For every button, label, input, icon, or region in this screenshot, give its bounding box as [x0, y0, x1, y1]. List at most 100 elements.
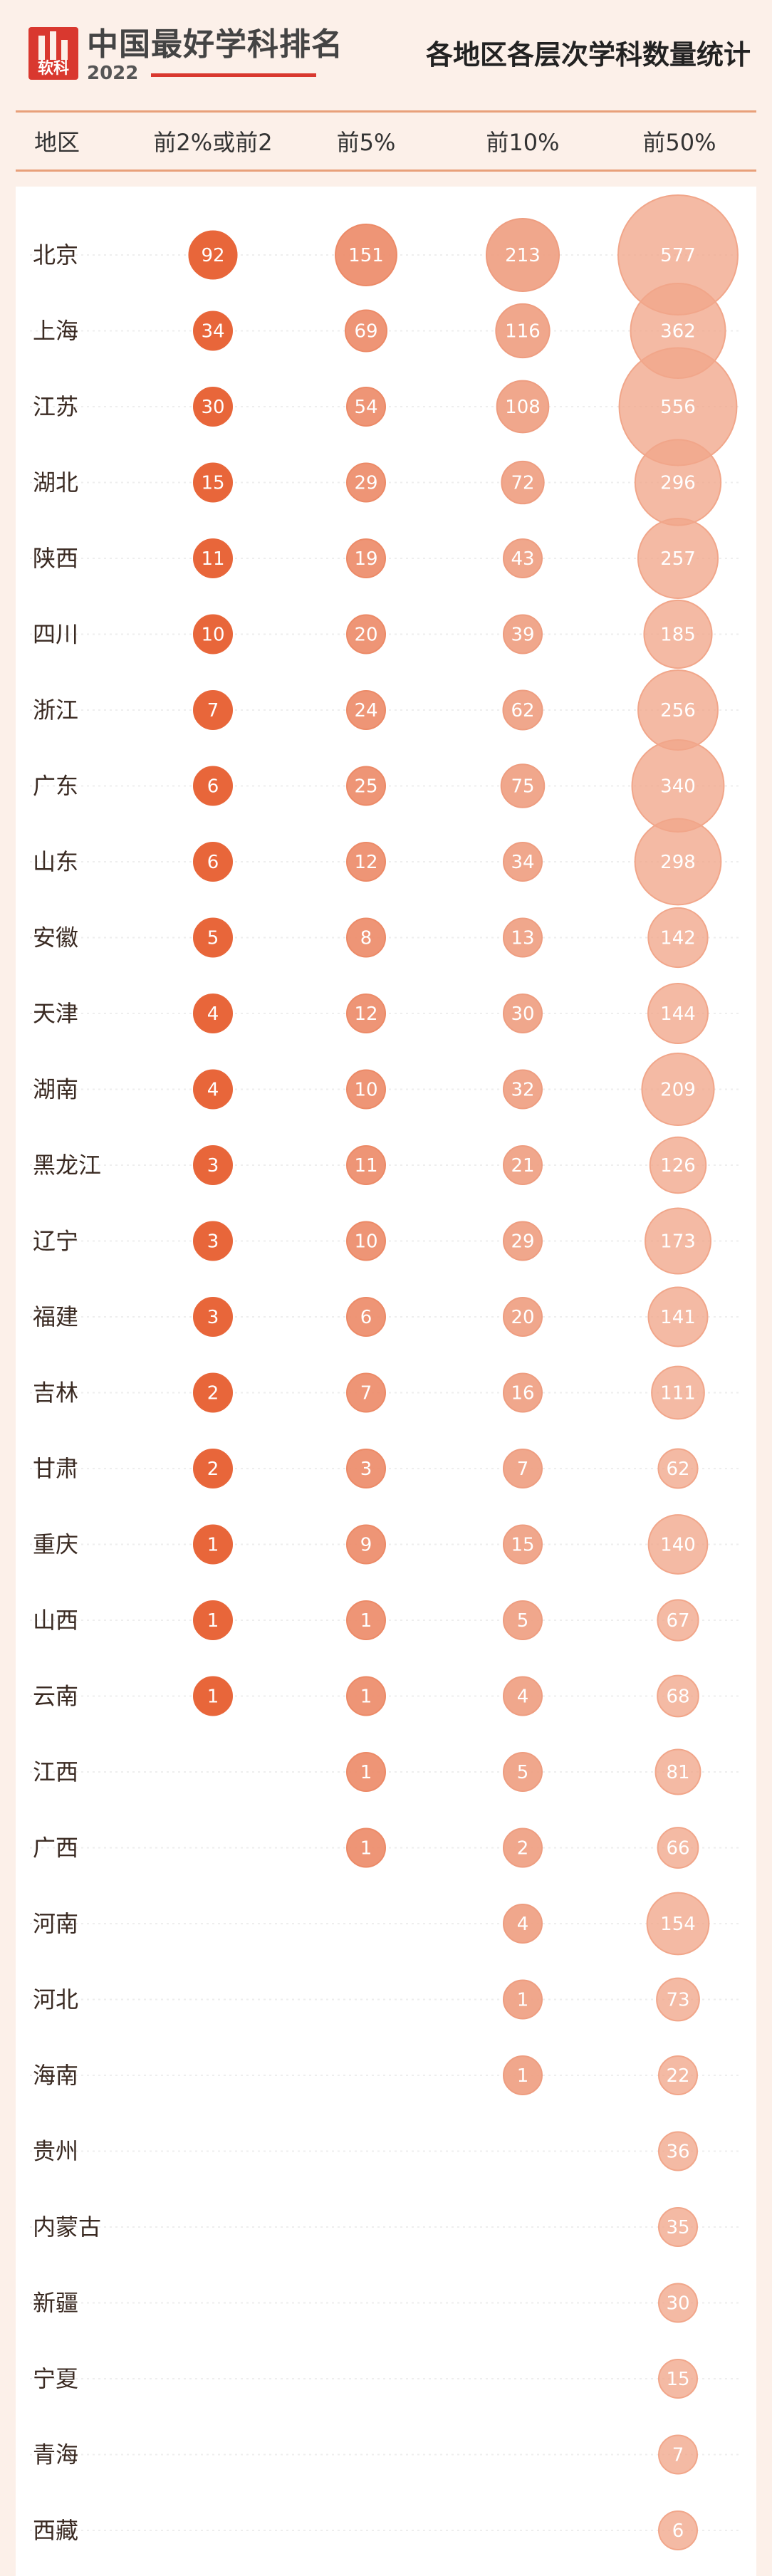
bubble-value-label: 39 — [511, 625, 534, 646]
region-label: 宁夏 — [33, 2365, 78, 2392]
bubble-value-label: 142 — [660, 928, 696, 949]
bubble-value-label: 29 — [511, 1231, 534, 1253]
brand-year: 2022 — [87, 63, 139, 84]
bubble-value-label: 10 — [201, 625, 224, 646]
bubble-top50 — [658, 2359, 698, 2399]
bubble-value-label: 67 — [666, 1610, 689, 1632]
region-label: 河北 — [33, 1986, 78, 2013]
bubble-top2 — [193, 1221, 233, 1261]
bubble-top10 — [503, 1676, 543, 1716]
bubble-top5 — [346, 1145, 386, 1185]
bubble-value-label: 7 — [672, 2445, 684, 2466]
bubble-value-label: 140 — [660, 1535, 696, 1556]
brand-title: 中国最好学科排名 — [87, 26, 343, 63]
bubble-value-label: 116 — [505, 321, 541, 343]
bubble-value-label: 556 — [660, 397, 696, 418]
bubble-top10 — [485, 217, 560, 293]
bubble-top5 — [346, 994, 386, 1033]
bubble-top5 — [346, 766, 386, 806]
header: 软科 中国最好学科排名 2022 各地区各层次学科数量统计 — [0, 0, 772, 107]
bubble-top50 — [649, 1136, 707, 1194]
bubble-top10 — [501, 460, 545, 505]
region-label: 上海 — [33, 318, 78, 345]
bubble-top5 — [346, 1676, 386, 1716]
bubble-top10 — [496, 380, 550, 434]
top-divider — [16, 110, 756, 113]
bubble-value-label: 15 — [511, 1535, 534, 1556]
bubble-value-label: 362 — [660, 321, 696, 343]
bubble-value-label: 12 — [354, 1003, 377, 1025]
bubble-value-label: 7 — [207, 700, 219, 721]
bubble-value-label: 3 — [360, 1459, 372, 1480]
bubble-top10 — [503, 1827, 543, 1868]
bubble-top2 — [193, 538, 233, 578]
bubble-top50 — [657, 1827, 699, 1869]
bubble-value-label: 3 — [207, 1155, 219, 1177]
bubble-top10 — [503, 614, 543, 655]
region-label: 辽宁 — [33, 1228, 78, 1255]
bubble-value-label: 4 — [517, 1686, 529, 1708]
chart-panel: 92 34 30 15 11 10 7 6 6 5 4 4 3 3 3 2 2 1 1 1 151 69 54 29 19 20 2… — [16, 187, 756, 2576]
region-label: 湖北 — [33, 469, 78, 496]
bubble-value-label: 3 — [207, 1231, 219, 1253]
bubble-value-label: 4 — [207, 1003, 219, 1025]
bubble-top10 — [503, 1297, 543, 1337]
bubble-value-label: 29 — [354, 473, 377, 494]
bubble-value-label: 92 — [201, 245, 224, 266]
bubble-top2 — [193, 1676, 233, 1716]
bubble-top50 — [645, 1207, 711, 1275]
bubble-value-label: 11 — [201, 548, 224, 570]
bubble-value-label: 108 — [505, 397, 541, 418]
bubble-value-label: 81 — [666, 1762, 689, 1783]
bubble-value-label: 256 — [660, 700, 696, 721]
bubble-top10 — [503, 1600, 543, 1640]
bubble-value-label: 2 — [517, 1838, 529, 1860]
bubble-top10 — [503, 994, 543, 1033]
bubble-value-label: 1 — [207, 1686, 219, 1708]
bubble-top50 — [656, 1977, 700, 2022]
header-divider — [16, 170, 756, 172]
bubble-top5 — [335, 224, 397, 286]
bubble-top5 — [346, 1069, 386, 1110]
bubble-value-label: 36 — [666, 2142, 689, 2163]
bubble-value-label: 1 — [517, 2065, 529, 2087]
region-label: 云南 — [33, 1683, 78, 1710]
brand-logo-icon — [28, 27, 78, 80]
bubble-value-label: 5 — [207, 928, 219, 949]
bubble-value-label: 1 — [360, 1686, 372, 1708]
bubble-top10 — [503, 1069, 543, 1110]
bubble-value-label: 15 — [201, 473, 224, 494]
bubble-chart: 9234301511107665443332211115169542919202… — [30, 194, 742, 2550]
bubble-value-label: 6 — [207, 776, 219, 798]
bubble-value-label: 13 — [511, 928, 534, 949]
column-header-top2: 前2%或前2 — [153, 129, 273, 156]
bubble-value-label: 296 — [660, 473, 696, 494]
bubble-value-label: 20 — [511, 1307, 534, 1328]
bubble-value-label: 7 — [360, 1383, 372, 1404]
bubble-top10 — [503, 1752, 543, 1792]
bubble-top2 — [193, 766, 233, 806]
bubble-top50 — [654, 1748, 701, 1795]
bubble-value-label: 4 — [517, 1914, 529, 1935]
bubble-value-label: 209 — [660, 1080, 696, 1101]
bubble-top5 — [346, 842, 386, 882]
bubble-top50 — [651, 1365, 705, 1420]
bubble-value-label: 577 — [660, 245, 696, 266]
bubble-top2 — [193, 1145, 233, 1185]
bubble-top10 — [503, 1524, 543, 1565]
bubble-top50 — [658, 2131, 698, 2171]
bubble-value-label: 5 — [517, 1610, 529, 1632]
region-label: 山东 — [33, 848, 78, 875]
bubble-top2 — [193, 462, 233, 503]
bubble-top2 — [193, 387, 233, 427]
region-label: 安徽 — [33, 924, 78, 951]
region-label: 广西 — [33, 1835, 78, 1862]
region-label: 江西 — [33, 1758, 78, 1785]
region-label: 青海 — [33, 2441, 78, 2468]
bubble-value-label: 15 — [666, 2369, 689, 2390]
region-label: 河南 — [33, 1910, 78, 1937]
region-label: 北京 — [33, 241, 78, 268]
bubble-top10 — [502, 689, 543, 731]
region-label: 甘肃 — [33, 1455, 78, 1482]
brand-underline — [151, 73, 316, 77]
